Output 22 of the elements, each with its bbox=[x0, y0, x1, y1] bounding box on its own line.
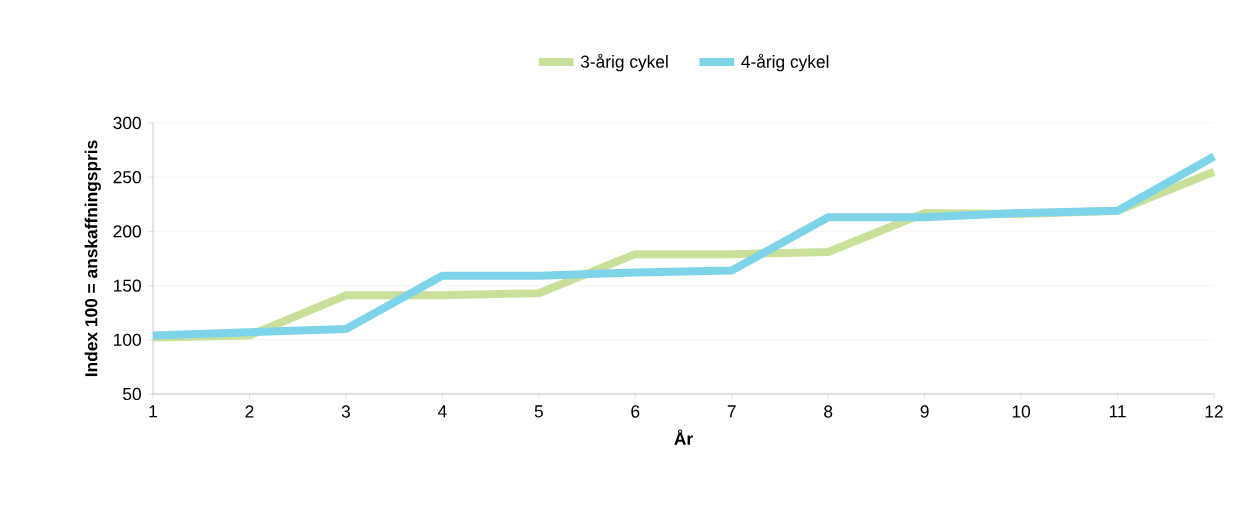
x-tick-label: 2 bbox=[245, 405, 254, 418]
y-tick-label: 250 bbox=[113, 171, 141, 184]
x-tick-label: 3 bbox=[341, 405, 350, 418]
legend-label: 4-årig cykel bbox=[741, 53, 829, 72]
x-tick-label: 4 bbox=[437, 405, 447, 418]
y-tick-label: 50 bbox=[123, 387, 141, 401]
x-tick-label: 10 bbox=[1012, 405, 1031, 418]
y-axis-title: Index 100 = anskaffningspris bbox=[84, 140, 101, 377]
y-tick-label: 150 bbox=[114, 279, 141, 292]
x-tick-label: 5 bbox=[534, 405, 543, 418]
y-tick-label: 300 bbox=[113, 116, 141, 130]
x-tick-label: 12 bbox=[1205, 405, 1223, 418]
x-tick-label: 9 bbox=[920, 405, 929, 418]
x-tick-label: 8 bbox=[824, 405, 833, 418]
x-tick-label: 11 bbox=[1109, 405, 1126, 418]
x-tick-label: 1 bbox=[149, 405, 157, 418]
legend-label: 3-årig cykel bbox=[580, 53, 668, 72]
x-tick-label: 7 bbox=[727, 405, 736, 418]
y-tick-label: 200 bbox=[113, 225, 141, 238]
y-tick-label: 100 bbox=[114, 333, 141, 346]
x-axis-title: År bbox=[674, 429, 693, 445]
x-tick-label: 6 bbox=[631, 405, 640, 418]
